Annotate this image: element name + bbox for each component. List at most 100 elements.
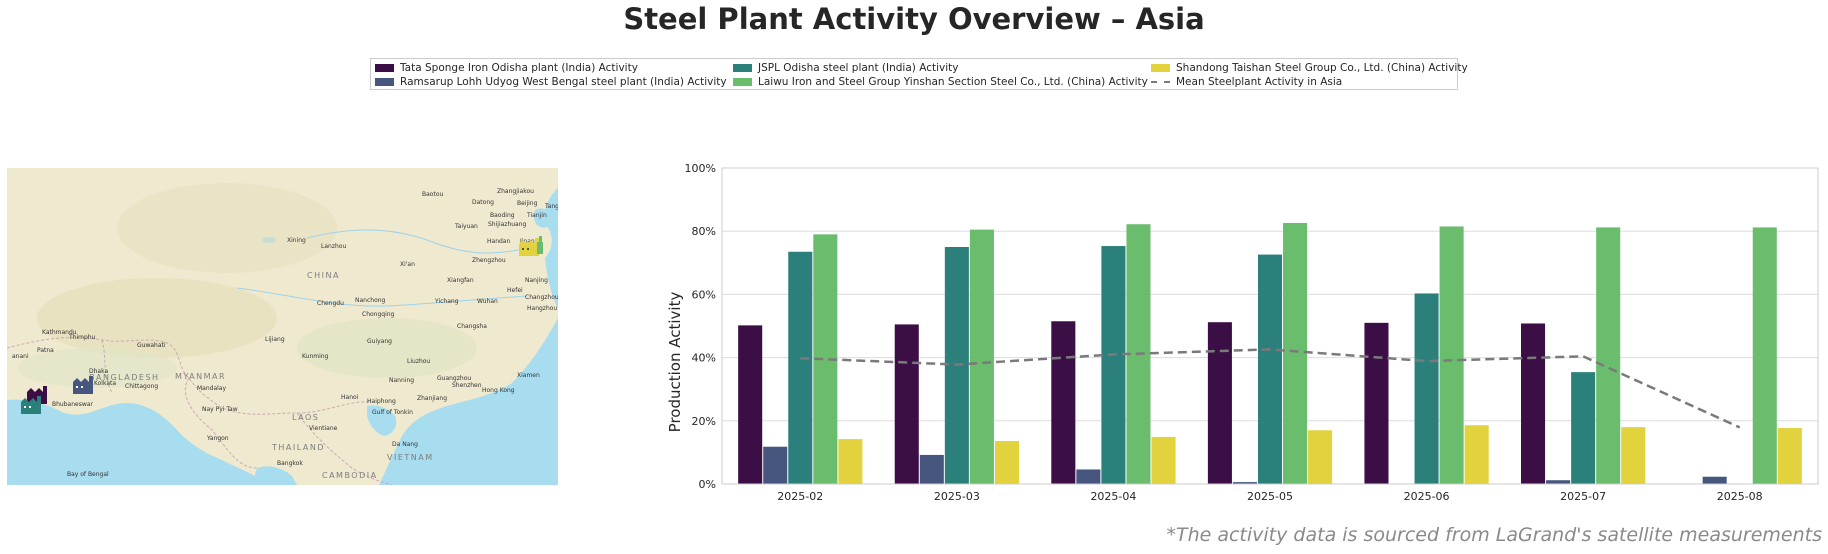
bar: [1596, 227, 1621, 484]
map-label: THAILAND: [271, 443, 325, 452]
legend-label: JSPL Odisha steel plant (India) Activity: [758, 62, 959, 74]
map-terrain: [37, 278, 277, 358]
map-border: [296, 412, 393, 485]
chart-legend: Tata Sponge Iron Odisha plant (India) Ac…: [370, 58, 1468, 90]
map-label: Bangkok: [277, 460, 303, 467]
legend-item: JSPL Odisha steel plant (India) Activity: [733, 61, 958, 75]
map-label: Kunming: [302, 353, 329, 360]
mean-line: [800, 348, 1741, 429]
map-label: Wuhan: [477, 298, 498, 305]
map-label: Changzhou: [525, 294, 558, 301]
bar: [1283, 222, 1308, 484]
bar: [738, 325, 763, 484]
bar: [838, 439, 863, 484]
y-tick-label: 20%: [692, 415, 716, 428]
bar: [1571, 372, 1596, 484]
map-label: anani: [12, 353, 29, 360]
bar: [1621, 427, 1646, 484]
plot-frame: [721, 167, 1819, 485]
map-label: LAOS: [292, 413, 319, 422]
map-label: Kathmandu: [42, 329, 77, 336]
bar: [1414, 293, 1439, 484]
bar: [1051, 321, 1076, 484]
factory-icon-jspl: [21, 396, 41, 414]
y-tick-label: 80%: [692, 225, 716, 238]
map-label: Xi'an: [400, 261, 415, 268]
x-tick-label: 2025-08: [1717, 490, 1763, 500]
legend-item: Laiwu Iron and Steel Group Yinshan Secti…: [733, 75, 1148, 89]
map-label: Lijiang: [265, 336, 285, 343]
map-border: [101, 339, 258, 469]
legend-label: Laiwu Iron and Steel Group Yinshan Secti…: [758, 76, 1148, 88]
map-label: Yichang: [434, 298, 459, 305]
bar: [1439, 226, 1464, 484]
y-axis-label: Production Activity: [666, 292, 684, 433]
map-water-bohai: [533, 208, 553, 228]
bar-series: [738, 222, 1802, 485]
map-terrain: [297, 318, 477, 378]
x-tick-label: 2025-04: [1090, 490, 1136, 500]
map-water-gulf-of-tonkin: [367, 405, 397, 436]
map-label: Jinan: [519, 238, 535, 245]
bar: [1257, 254, 1283, 484]
legend-item: Shandong Taishan Steel Group Co., Ltd. (…: [1151, 61, 1468, 75]
factory-icon-laiwu: [537, 236, 543, 254]
bar: [1464, 425, 1489, 484]
map-label: Dhaka: [89, 368, 108, 375]
map-label: CAMBODIA: [322, 471, 378, 480]
x-tick-label: 2025-07: [1560, 490, 1606, 500]
bar: [1308, 430, 1333, 484]
bar: [1521, 323, 1546, 484]
map-label: Zhangjiakou: [497, 188, 534, 195]
map-label: Haiphong: [367, 398, 396, 405]
x-tick-label: 2025-06: [1404, 490, 1450, 500]
x-tick-label: 2025-02: [777, 490, 823, 500]
map-label: Gulf of Tonkin: [372, 409, 413, 416]
map-label: Xiangfan: [447, 277, 474, 284]
map-label: Shenzhen: [452, 382, 482, 389]
map-label: Hanoi: [341, 394, 359, 401]
map-label: Hefei: [507, 287, 523, 294]
legend-swatch: [733, 78, 752, 86]
bar: [1546, 480, 1571, 484]
map-water-gulf-of-thailand: [252, 466, 297, 485]
bar: [1207, 322, 1232, 484]
map-label: Lanzhou: [321, 243, 346, 250]
legend-label: Shandong Taishan Steel Group Co., Ltd. (…: [1176, 62, 1468, 74]
map-label: Nanjing: [525, 277, 548, 284]
map-label: Guangzhou: [437, 375, 471, 382]
bar: [894, 324, 919, 484]
bar: [919, 454, 944, 484]
bar: [1752, 227, 1777, 484]
map-label: CHINA: [307, 271, 340, 280]
bar: [1151, 436, 1176, 484]
bar: [1777, 428, 1802, 484]
map-label: Nanning: [389, 377, 414, 384]
y-tick-label: 60%: [692, 288, 716, 301]
map-label: Guwahati: [137, 342, 166, 349]
map-label: Handan: [487, 238, 510, 245]
factory-icon-ramsarup: [73, 376, 93, 394]
map-label: Xining: [287, 237, 306, 244]
map-water-bay-of-bengal: [7, 399, 267, 485]
map-label: Datong: [472, 199, 494, 206]
map-label: Vientiane: [309, 425, 338, 432]
map-label: VIETNAM: [387, 453, 434, 462]
map-river: [236, 287, 528, 307]
map-label: Nanchong: [355, 297, 386, 304]
map-terrain: [117, 183, 337, 273]
legend-item: Mean Steelplant Activity in Asia: [1151, 75, 1342, 89]
legend-label: Tata Sponge Iron Odisha plant (India) Ac…: [400, 62, 638, 74]
map-label: Taiyuan: [454, 223, 478, 230]
legend-dash: [1151, 81, 1170, 83]
map-river: [306, 229, 528, 254]
y-tick-label: 0%: [699, 478, 716, 491]
map-label: Guiyang: [367, 338, 392, 345]
legend-label: Ramsarup Lohh Udyog West Bengal steel pl…: [400, 76, 727, 88]
y-ticks: 0% 20% 40% 60% 80% 100%: [685, 162, 716, 491]
bar: [969, 229, 994, 484]
bar: [763, 446, 788, 484]
legend-swatch: [375, 64, 394, 72]
map-label: Nay Pyi Taw: [202, 406, 238, 413]
mean-line-layer: [800, 348, 1741, 429]
